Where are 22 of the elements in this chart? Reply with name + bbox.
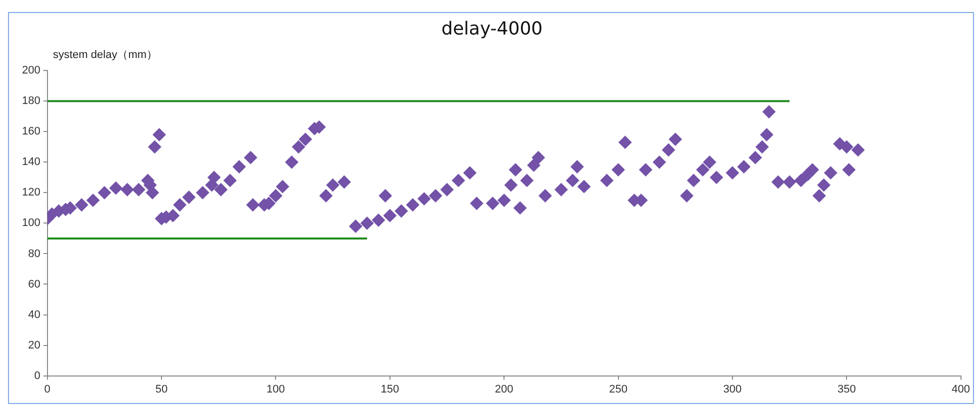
x-tick-label: 0 xyxy=(44,383,50,396)
y-tick-label: 180 xyxy=(22,95,40,108)
y-tick-label: 200 xyxy=(22,64,40,77)
x-tick-label: 150 xyxy=(380,383,400,396)
y-tick-label: 60 xyxy=(28,278,40,290)
y-axis-title: system delay（mm） xyxy=(53,48,158,62)
x-tick-label: 300 xyxy=(723,383,742,396)
chart-title: delay-4000 xyxy=(441,18,543,40)
y-tick-label: 120 xyxy=(22,186,40,199)
y-tick-label: 160 xyxy=(22,126,40,138)
y-tick-label: 0 xyxy=(34,370,40,382)
x-tick-label: 50 xyxy=(155,383,168,396)
y-tick-label: 20 xyxy=(28,339,40,352)
y-tick-label: 140 xyxy=(22,156,40,168)
y-tick-label: 100 xyxy=(22,217,40,230)
x-tick-label: 200 xyxy=(494,383,514,396)
y-tick-label: 40 xyxy=(28,308,40,321)
x-tick-label: 400 xyxy=(952,383,970,396)
y-tick-label: 80 xyxy=(28,248,40,260)
x-tick-label: 350 xyxy=(837,383,856,396)
x-tick-label: 250 xyxy=(609,383,628,396)
x-tick-label: 100 xyxy=(266,383,285,396)
